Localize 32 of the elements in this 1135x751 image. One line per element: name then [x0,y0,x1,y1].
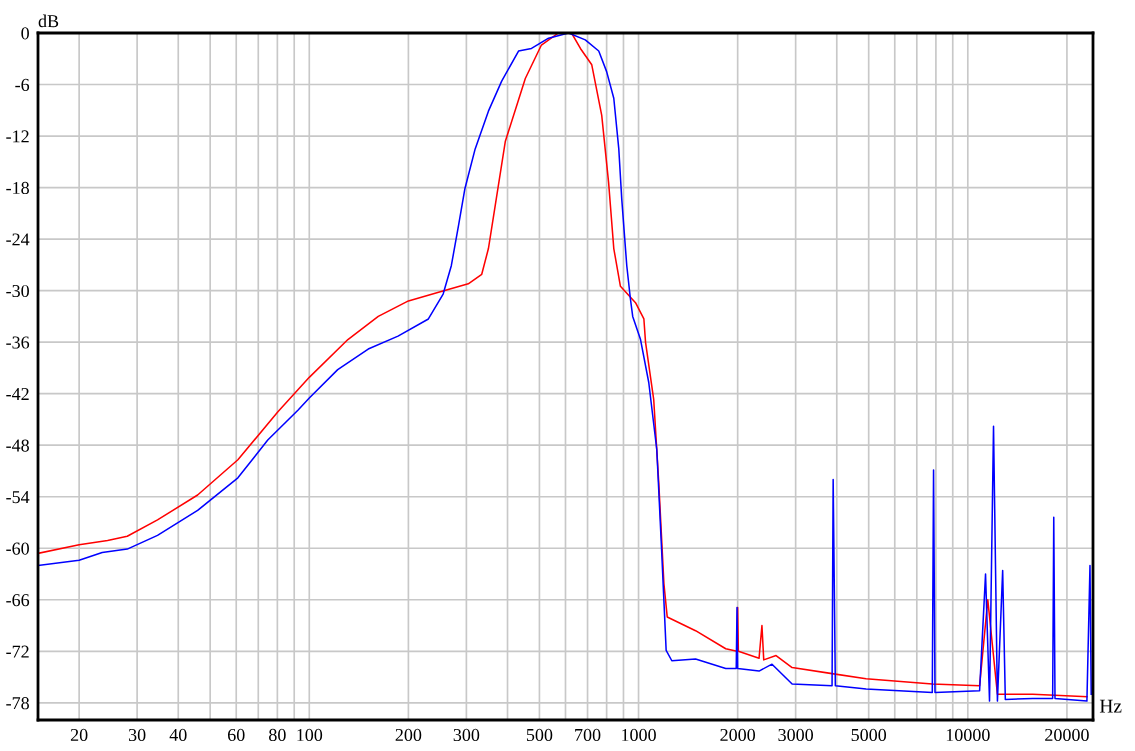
x-tick-label: 20 [70,728,88,742]
x-tick-label: 20000 [1045,728,1089,742]
x-tick-label: 100 [297,728,323,742]
y-tick-label: -54 [6,491,30,504]
x-tick-label: 3000 [778,728,814,742]
x-tick-label: 300 [453,728,480,742]
y-tick-label: -48 [6,439,29,452]
y-tick-label: -6 [15,78,30,91]
x-tick-label: 10000 [946,728,990,742]
x-tick-label: 1000 [622,728,656,742]
y-tick-label: -30 [6,284,29,298]
y-tick-label: -24 [6,233,30,246]
y-tick-label: -66 [6,594,30,607]
x-tick-label: 500 [526,728,553,742]
x-tick-label: 5000 [851,728,887,742]
y-tick-label: -18 [6,181,29,195]
x-tick-label: 30 [128,728,146,742]
y-tick-label: -78 [6,697,29,710]
y-tick-label: -72 [6,645,29,658]
y-tick-label: 0 [21,27,29,40]
x-tick-label: 80 [269,728,286,742]
y-tick-label: -36 [6,336,30,349]
x-tick-label: 700 [575,728,601,742]
x-tick-label: 2000 [720,728,756,742]
x-axis-title: Hz [1099,699,1122,713]
y-tick-label: -42 [6,387,29,400]
x-tick-label: 60 [227,728,245,742]
x-tick-label: 40 [169,728,187,742]
y-tick-label: -12 [6,130,29,143]
y-tick-label: -60 [6,542,29,555]
x-tick-label: 200 [395,728,422,742]
y-axis-title: dB [38,14,59,28]
